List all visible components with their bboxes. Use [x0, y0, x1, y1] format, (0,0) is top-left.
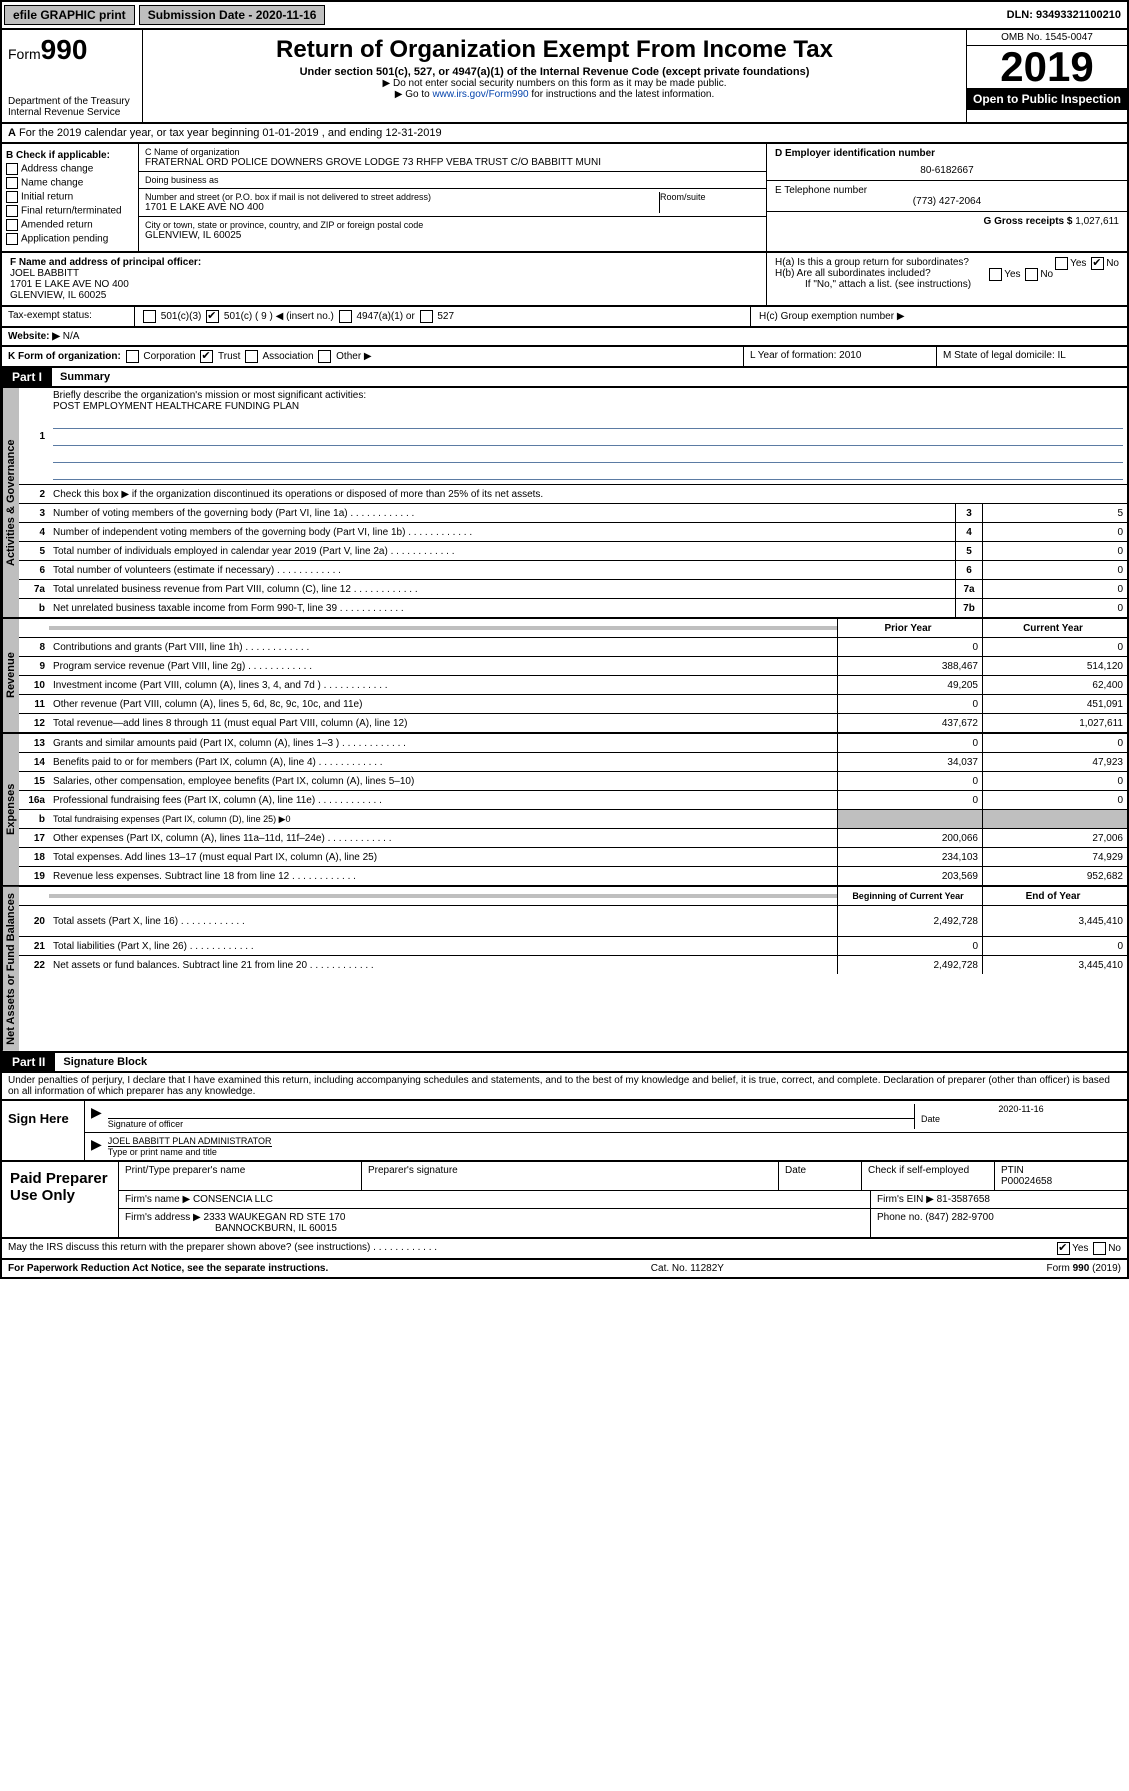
chk-final[interactable] [6, 205, 18, 217]
chk-name[interactable] [6, 177, 18, 189]
top-bar: efile GRAPHIC print Submission Date - 20… [0, 0, 1129, 30]
part1-title: Summary [52, 371, 110, 383]
ha-yes[interactable] [1055, 257, 1068, 270]
vtab-ag: Activities & Governance [2, 388, 19, 617]
discuss-line: May the IRS discuss this return with the… [2, 1239, 1127, 1258]
form-header: Form990 Department of the Treasury Inter… [0, 30, 1129, 124]
org-address: 1701 E LAKE AVE NO 400 [145, 202, 659, 213]
chk-pending[interactable] [6, 233, 18, 245]
chk-assoc[interactable] [245, 350, 258, 363]
chk-501c[interactable] [206, 310, 219, 323]
line-j: Website: ▶ N/A [2, 328, 1127, 345]
org-name: FRATERNAL ORD POLICE DOWNERS GROVE LODGE… [145, 157, 760, 168]
org-city: GLENVIEW, IL 60025 [145, 230, 760, 241]
part2-title: Signature Block [55, 1056, 147, 1068]
chk-527[interactable] [420, 310, 433, 323]
footer: For Paperwork Reduction Act Notice, see … [0, 1260, 1129, 1279]
form-number: Form990 [8, 34, 136, 66]
form-title: Return of Organization Exempt From Incom… [147, 36, 962, 64]
phone: (773) 427-2064 [775, 196, 1119, 207]
line-l: L Year of formation: 2010 [744, 347, 937, 366]
hb-yes[interactable] [989, 268, 1002, 281]
section-b: B Check if applicable: Address change Na… [2, 144, 139, 251]
sign-here: Sign Here ▶Signature of officer2020-11-1… [0, 1101, 1129, 1162]
form-subtitle: Under section 501(c), 527, or 4947(a)(1)… [147, 66, 962, 78]
dln: DLN: 93493321100210 [1007, 9, 1127, 21]
section-h: H(a) Is this a group return for subordin… [766, 253, 1127, 305]
chk-other[interactable] [318, 350, 331, 363]
chk-corp[interactable] [126, 350, 139, 363]
perjury-text: Under penalties of perjury, I declare th… [0, 1073, 1129, 1101]
chk-address[interactable] [6, 163, 18, 175]
submission-date: Submission Date - 2020-11-16 [139, 5, 326, 25]
chk-4947[interactable] [339, 310, 352, 323]
tax-status-label: Tax-exempt status: [2, 307, 135, 326]
gross-receipts: 1,027,611 [1075, 216, 1119, 227]
tax-status-opts: 501(c)(3) 501(c) ( 9 ) ◀ (insert no.) 49… [135, 307, 750, 326]
vtab-rev: Revenue [2, 619, 19, 732]
line-a: A For the 2019 calendar year, or tax yea… [0, 124, 1129, 144]
hc: H(c) Group exemption number ▶ [750, 307, 1127, 326]
irs-link[interactable]: www.irs.gov/Form990 [432, 89, 528, 100]
ha-no[interactable] [1091, 257, 1104, 270]
discuss-no[interactable] [1093, 1242, 1106, 1255]
open-public: Open to Public Inspection [967, 88, 1127, 110]
section-deg: D Employer identification number80-61826… [766, 144, 1127, 251]
part2-hdr: Part II [2, 1053, 55, 1071]
chk-trust[interactable] [200, 350, 213, 363]
goto-note: ▶ Go to www.irs.gov/Form990 for instruct… [147, 89, 962, 100]
tax-year: 2019 [967, 46, 1127, 88]
chk-501c3[interactable] [143, 310, 156, 323]
section-f: F Name and address of principal officer:… [2, 253, 766, 305]
line-k: K Form of organization: Corporation Trus… [2, 347, 744, 366]
section-c: C Name of organizationFRATERNAL ORD POLI… [139, 144, 766, 251]
hb-no[interactable] [1025, 268, 1038, 281]
part1-hdr: Part I [2, 368, 52, 386]
discuss-yes[interactable] [1057, 1242, 1070, 1255]
paid-preparer: Paid Preparer Use Only Print/Type prepar… [0, 1162, 1129, 1239]
vtab-net: Net Assets or Fund Balances [2, 887, 19, 1051]
ein: 80-6182667 [775, 159, 1119, 176]
dept-treasury: Department of the Treasury [8, 96, 136, 107]
irs-label: Internal Revenue Service [8, 107, 136, 118]
chk-initial[interactable] [6, 191, 18, 203]
vtab-exp: Expenses [2, 734, 19, 885]
line-m: M State of legal domicile: IL [937, 347, 1127, 366]
ssn-note: ▶ Do not enter social security numbers o… [147, 78, 962, 89]
efile-button[interactable]: efile GRAPHIC print [4, 5, 135, 25]
chk-amended[interactable] [6, 219, 18, 231]
